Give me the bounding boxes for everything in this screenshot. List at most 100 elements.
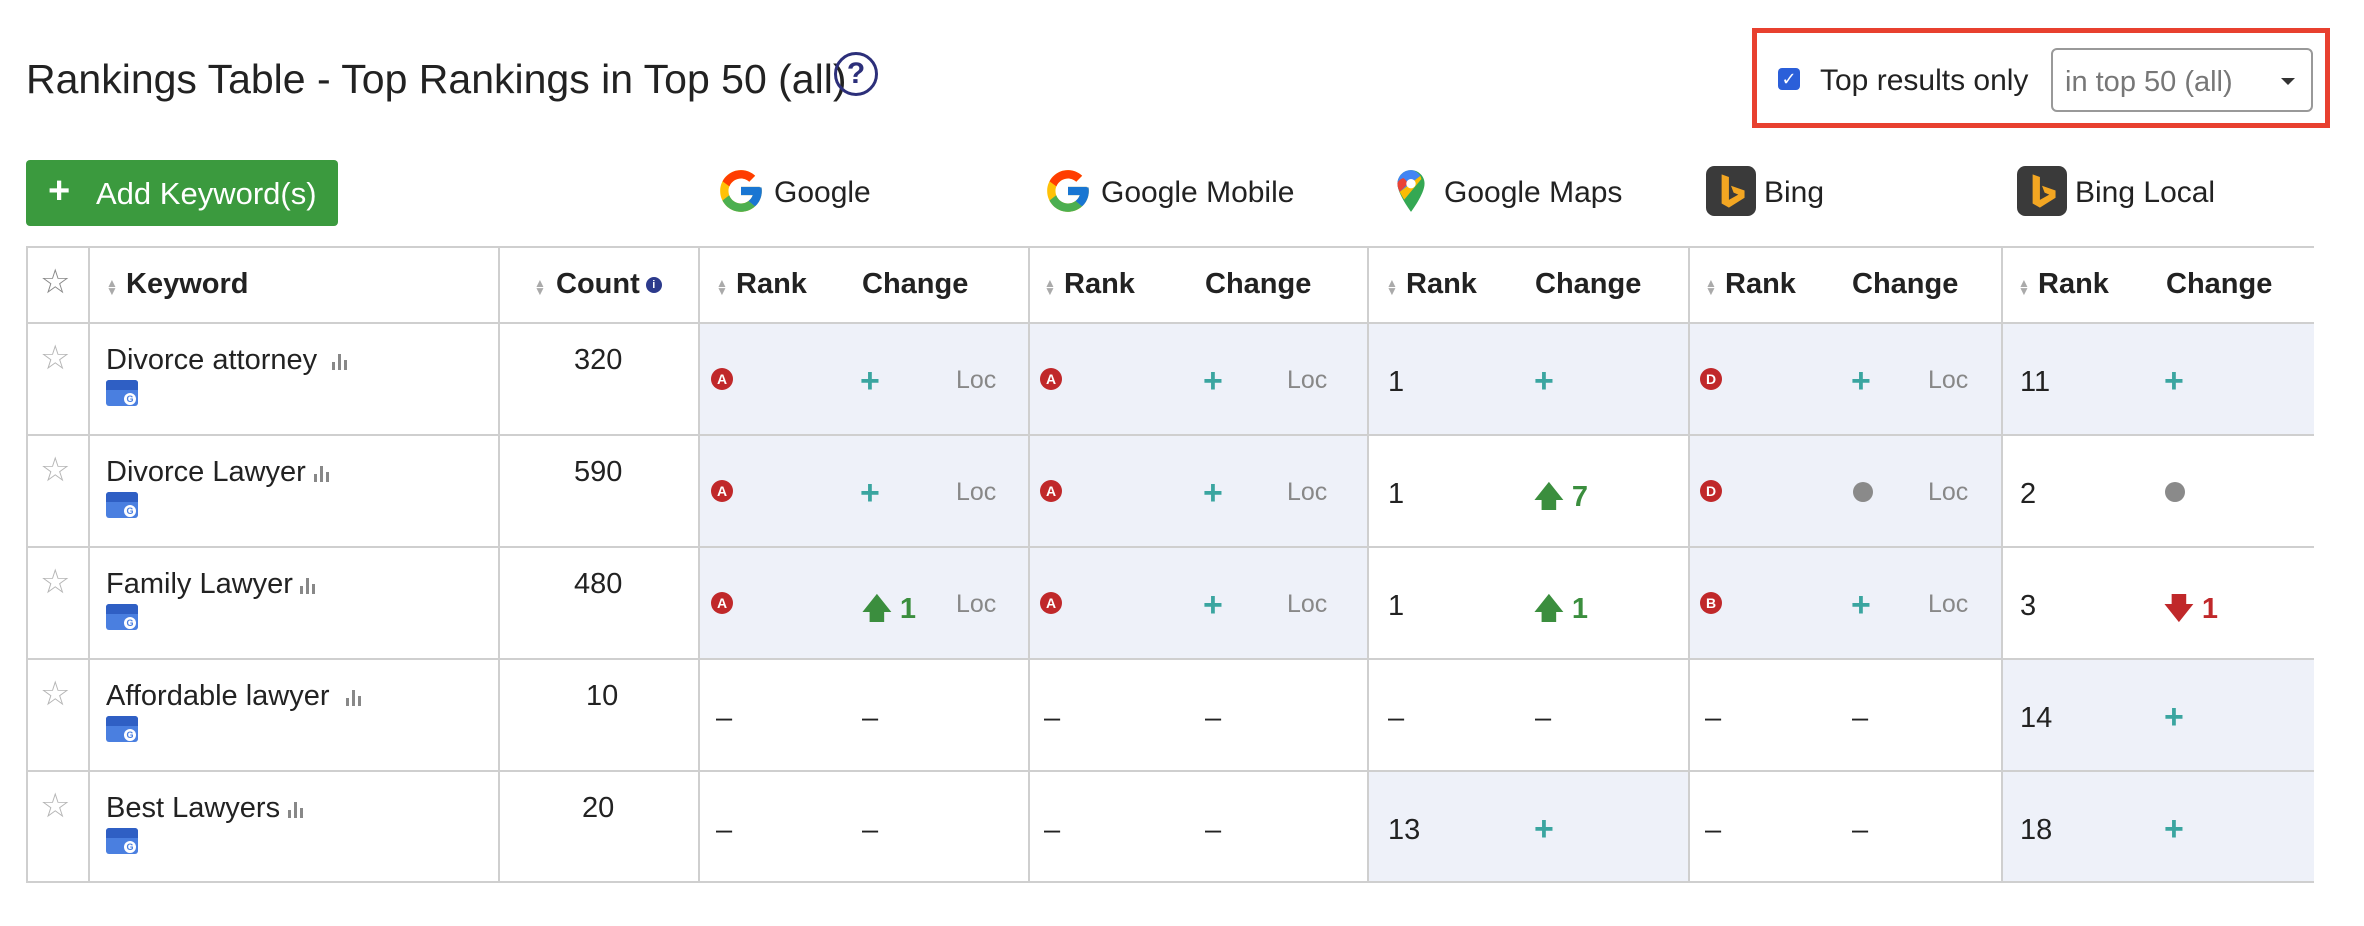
sort-icon[interactable]: ▲ ▼ bbox=[716, 276, 728, 298]
star-icon[interactable]: ☆ bbox=[40, 675, 71, 713]
loc-link[interactable]: Loc bbox=[956, 590, 997, 618]
grid-line bbox=[26, 546, 2314, 548]
bar-chart-icon[interactable] bbox=[314, 464, 332, 482]
help-icon[interactable]: ? bbox=[834, 52, 878, 96]
bar-chart-icon[interactable] bbox=[346, 688, 364, 706]
star-icon[interactable]: ☆ bbox=[40, 339, 71, 377]
sort-icon[interactable]: ▲ ▼ bbox=[2018, 276, 2030, 298]
keyword-count: 480 bbox=[574, 568, 623, 600]
column-header-google-change[interactable]: Change bbox=[862, 268, 969, 300]
rank-badge-icon: D bbox=[1700, 368, 1722, 390]
top-results-checkbox[interactable]: ✓ bbox=[1778, 68, 1800, 90]
column-header-bing-change[interactable]: Change bbox=[1852, 268, 1959, 300]
change-plus-icon: + bbox=[1203, 362, 1223, 400]
loc-link[interactable]: Loc bbox=[1928, 366, 1969, 394]
column-header-google-rank[interactable]: Rank bbox=[736, 268, 807, 300]
grid-line bbox=[26, 434, 2314, 436]
change-value: 1 bbox=[1571, 593, 1589, 625]
star-icon[interactable]: ☆ bbox=[40, 787, 71, 825]
sort-icon[interactable]: ▲ ▼ bbox=[106, 276, 118, 298]
rank-badge-icon: A bbox=[711, 592, 733, 614]
change-plus-icon: + bbox=[1203, 586, 1223, 624]
change-value: 1 bbox=[2201, 593, 2219, 625]
bing-icon bbox=[2017, 166, 2067, 216]
sort-icon[interactable]: ▲ ▼ bbox=[534, 276, 546, 298]
grid-line bbox=[498, 246, 500, 883]
top-results-label[interactable]: Top results only bbox=[1820, 64, 2029, 97]
google-change: – bbox=[862, 702, 879, 734]
bar-chart-icon[interactable] bbox=[332, 352, 350, 370]
bing-local-rank: 14 bbox=[2020, 702, 2053, 734]
arrow-up-icon: 🡅 bbox=[1534, 481, 1564, 513]
column-header-bing-rank[interactable]: Rank bbox=[1725, 268, 1796, 300]
google-icon bbox=[1047, 170, 1089, 212]
grid-line bbox=[1367, 246, 1369, 883]
top-results-select[interactable]: in top 50 (all) bbox=[2051, 48, 2313, 112]
grid-line bbox=[88, 246, 90, 883]
loc-link[interactable]: Loc bbox=[1287, 366, 1328, 394]
rank-badge-icon: D bbox=[1700, 480, 1722, 502]
star-icon[interactable]: ☆ bbox=[40, 563, 71, 601]
grid-line bbox=[26, 246, 28, 883]
loc-link[interactable]: Loc bbox=[1928, 478, 1969, 506]
column-header-bing-local-change[interactable]: Change bbox=[2166, 268, 2273, 300]
change-plus-icon: + bbox=[860, 362, 880, 400]
bar-chart-icon[interactable] bbox=[288, 800, 306, 818]
grid-line bbox=[26, 322, 2314, 324]
google-mobile-rank: – bbox=[1044, 702, 1061, 734]
rank-badge-icon: A bbox=[711, 368, 733, 390]
add-keywords-button[interactable]: + Add Keyword(s) bbox=[26, 160, 338, 226]
grid-line bbox=[698, 246, 700, 883]
bar-chart-icon[interactable] bbox=[300, 576, 318, 594]
star-icon[interactable]: ☆ bbox=[40, 451, 71, 489]
keyword-name[interactable]: Best Lawyers bbox=[106, 792, 281, 824]
loc-link[interactable]: Loc bbox=[956, 366, 997, 394]
change-up: 🡅 7 bbox=[1534, 476, 1588, 525]
change-plus-icon: + bbox=[1534, 362, 1554, 400]
column-header-bing-local-rank[interactable]: Rank bbox=[2038, 268, 2109, 300]
loc-link[interactable]: Loc bbox=[1287, 590, 1328, 618]
column-header-count[interactable]: Count i bbox=[556, 268, 662, 301]
shade-google-mobile bbox=[1030, 324, 1369, 658]
loc-link[interactable]: Loc bbox=[956, 478, 997, 506]
change-up: 🡅 1 bbox=[862, 588, 916, 637]
column-header-google-mobile-change[interactable]: Change bbox=[1205, 268, 1312, 300]
keyword-count: 320 bbox=[574, 344, 623, 376]
sort-icon[interactable]: ▲ ▼ bbox=[1044, 276, 1056, 298]
keyword-name[interactable]: Family Lawyer bbox=[106, 568, 293, 600]
change-plus-icon: + bbox=[2164, 810, 2184, 848]
rank-badge-icon: A bbox=[711, 480, 733, 502]
column-header-keyword[interactable]: Keyword bbox=[126, 268, 249, 300]
column-header-google-mobile-rank[interactable]: Rank bbox=[1064, 268, 1135, 300]
keyword-name[interactable]: Divorce Lawyer bbox=[106, 456, 306, 488]
loc-link[interactable]: Loc bbox=[1928, 590, 1969, 618]
star-all-icon[interactable]: ☆ bbox=[40, 263, 71, 301]
keyword-name[interactable]: Affordable lawyer bbox=[106, 680, 330, 712]
change-plus-icon: + bbox=[1534, 810, 1554, 848]
bing-icon bbox=[1706, 166, 1756, 216]
google-icon bbox=[720, 170, 762, 212]
column-header-maps-rank[interactable]: Rank bbox=[1406, 268, 1477, 300]
info-icon[interactable]: i bbox=[645, 277, 662, 294]
plus-icon: + bbox=[48, 170, 71, 212]
shade-maps-row1 bbox=[1369, 324, 1690, 434]
google-rank: – bbox=[716, 814, 733, 846]
column-header-maps-change[interactable]: Change bbox=[1535, 268, 1642, 300]
top-results-select-value: in top 50 (all) bbox=[2065, 66, 2233, 98]
shade-bing-local-row1 bbox=[2003, 324, 2314, 434]
grid-line bbox=[26, 881, 2314, 883]
loc-link[interactable]: Loc bbox=[1287, 478, 1328, 506]
keyword-name[interactable]: Divorce attorney bbox=[106, 344, 318, 376]
bing-rank: – bbox=[1705, 814, 1722, 846]
google-business-icon bbox=[106, 492, 138, 518]
arrow-down-icon: 🡇 bbox=[2164, 593, 2194, 625]
change-up: 🡅 1 bbox=[1534, 588, 1588, 637]
grid-line bbox=[1028, 246, 1030, 883]
engine-name: Bing bbox=[1764, 176, 1825, 209]
no-change-dot-icon bbox=[1853, 482, 1873, 502]
sort-icon[interactable]: ▲ ▼ bbox=[1705, 276, 1717, 298]
rank-badge-icon: A bbox=[1040, 368, 1062, 390]
sort-icon[interactable]: ▲ ▼ bbox=[1386, 276, 1398, 298]
keyword-count: 20 bbox=[582, 792, 615, 824]
maps-rank: 1 bbox=[1388, 478, 1405, 510]
